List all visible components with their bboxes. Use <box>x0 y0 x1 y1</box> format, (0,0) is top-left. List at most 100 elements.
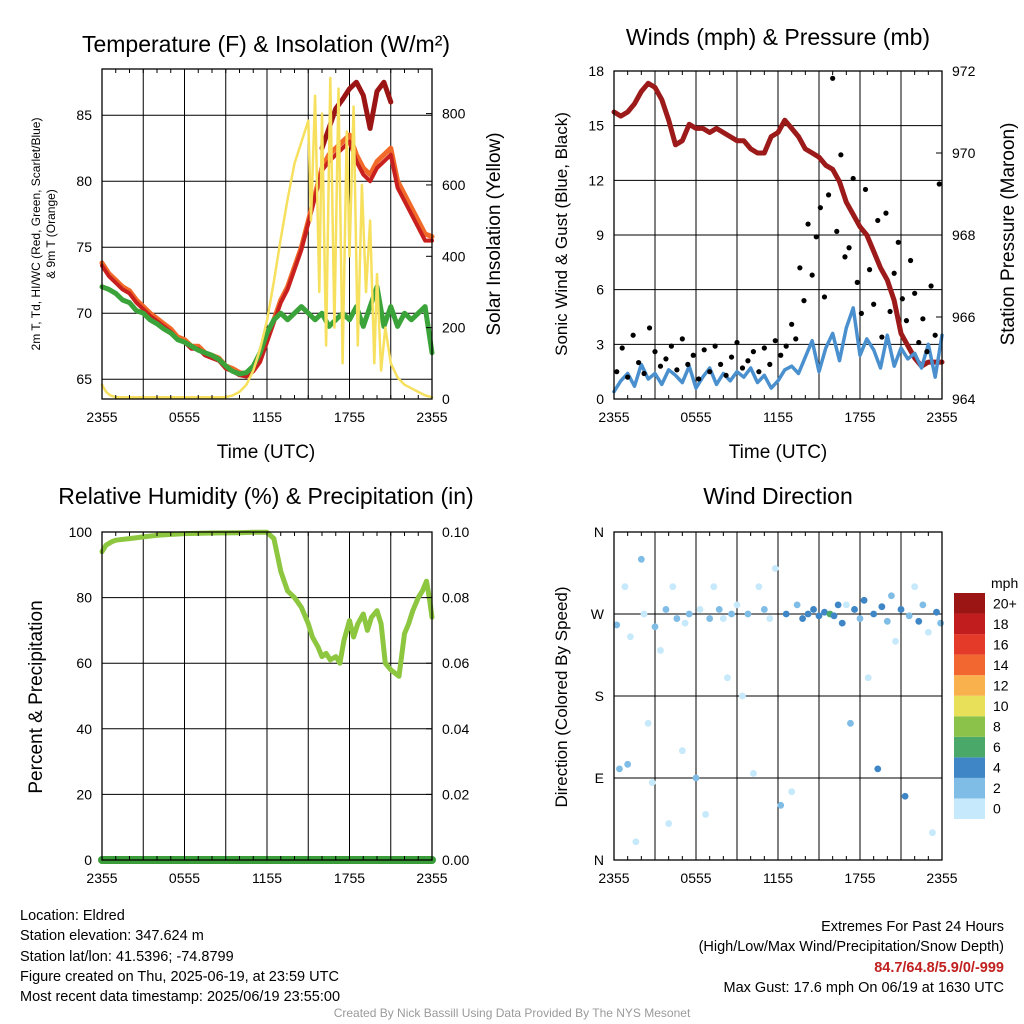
legend-swatch <box>954 777 985 799</box>
direction-point <box>915 617 923 625</box>
winds-y2-tick-label: 968 <box>952 227 976 243</box>
direction-point <box>842 601 850 609</box>
winds-gust-point <box>718 361 724 367</box>
extremes-info: Extremes For Past 24 Hours (High/Low/Max… <box>699 917 1004 998</box>
max-gust: Max Gust: 17.6 mph On 06/19 at 1630 UTC <box>723 979 1004 996</box>
temperature-series-heatindex <box>319 79 394 151</box>
humidity-y-tick-label: 60 <box>76 655 92 671</box>
legend-label: 12 <box>993 677 1009 693</box>
direction-point <box>678 747 686 755</box>
direction-point <box>838 619 846 627</box>
direction-point <box>632 838 640 846</box>
humidity-y2-tick-label: 0.06 <box>442 655 469 671</box>
winds-gust-point <box>679 336 685 342</box>
humidity-y-tick-label: 80 <box>76 590 92 606</box>
winds-gust-point <box>674 367 680 373</box>
legend-label: 6 <box>993 739 1001 755</box>
direction-point <box>662 606 670 613</box>
legend-label: 18 <box>993 616 1009 632</box>
winds-gust-point <box>821 294 828 300</box>
direction-point <box>905 612 913 620</box>
winds-gust-point <box>636 359 642 366</box>
extremes-subtitle: (High/Low/Max Wind/Precipitation/Snow De… <box>698 939 1004 956</box>
winds-gust-point <box>846 245 852 251</box>
station-latlon: Station lat/lon: 41.5396; -74.8799 <box>20 948 234 965</box>
temperature-x-tick-label: 2355 <box>416 409 447 425</box>
temperature-x-tick-label: 2355 <box>86 409 117 425</box>
legend-swatch <box>954 634 985 655</box>
legend-label: 20+ <box>993 595 1017 611</box>
temperature-y2-tick-label: 800 <box>442 106 466 122</box>
humidity-y2-tick-label: 0.02 <box>442 786 469 802</box>
winds-x-tick-label: 2355 <box>926 409 957 425</box>
direction-y-tick-label: N <box>594 524 604 540</box>
winds-gust-point <box>895 239 901 245</box>
station-info: Location: Eldred Station elevation: 347.… <box>20 906 340 1007</box>
winds-gust-point <box>793 336 799 342</box>
temperature-y-tick-label: 70 <box>76 305 92 321</box>
winds-gust-point <box>783 343 789 349</box>
direction-point <box>788 788 796 796</box>
direction-x-tick-label: 2355 <box>926 870 957 886</box>
direction-point <box>810 606 817 613</box>
winds-ylabel: Sonic Wind & Gust (Blue, Black) <box>552 112 571 356</box>
legend-label: 8 <box>993 719 1001 735</box>
winds-gust-point <box>797 265 803 271</box>
direction-point <box>804 610 812 618</box>
direction-title: Wind Direction <box>703 483 853 509</box>
legend-label: 10 <box>993 698 1009 714</box>
legend-label: 4 <box>993 760 1001 776</box>
direction-ylabel: Direction (Colored By Speed) <box>552 586 571 807</box>
winds-x-tick-label: 1755 <box>844 409 875 425</box>
winds-gust-point <box>630 332 636 338</box>
humidity-y2-tick-label: 0.10 <box>442 524 469 540</box>
winds-gust-point <box>778 352 784 358</box>
winds-gust-point <box>750 349 757 355</box>
winds-x-tick-label: 0555 <box>680 409 711 425</box>
temperature-title: Temperature (F) & Insolation (W/m²) <box>82 31 450 57</box>
direction-y-tick-label: E <box>595 770 604 786</box>
humidity-y-tick-label: 20 <box>76 786 92 802</box>
direction-point <box>616 765 623 773</box>
winds-gust-point <box>875 217 881 224</box>
direction-y-tick-label: S <box>595 688 604 704</box>
direction-legend-unit: mph <box>991 575 1018 591</box>
direction-point <box>669 583 677 591</box>
winds-gust-point <box>690 352 696 358</box>
temperature-y2-tick-label: 600 <box>442 177 466 193</box>
winds-gust-point <box>907 257 914 264</box>
direction-point <box>924 628 932 636</box>
direction-y-tick-label: N <box>594 852 604 868</box>
most-recent-timestamp: Most recent data timestamp: 2025/06/19 2… <box>20 989 341 1006</box>
direction-point <box>870 610 878 618</box>
direction-point <box>847 719 854 727</box>
winds-gust-point <box>723 372 729 378</box>
humidity-grid <box>102 531 432 861</box>
winds-gust-point <box>767 361 773 367</box>
direction-x-tick-label: 1755 <box>844 870 875 886</box>
winds-y-tick-label: 6 <box>596 282 604 298</box>
direction-point <box>874 765 882 773</box>
winds-gust-point <box>657 363 664 369</box>
winds-gust-point <box>834 228 840 234</box>
humidity-y2-tick-label: 0.00 <box>442 852 469 868</box>
direction-point <box>878 603 886 611</box>
winds-gust-point <box>707 369 713 375</box>
direction-x-tick-label: 2355 <box>598 870 629 886</box>
legend-swatch <box>954 798 985 819</box>
winds-gust-point <box>887 308 893 315</box>
humidity-y-tick-label: 40 <box>76 721 92 737</box>
direction-point <box>692 774 700 782</box>
winds-gust-point <box>734 339 740 346</box>
temperature-x-tick-label: 1155 <box>252 409 282 425</box>
winds-gust-point <box>932 332 938 338</box>
winds-gust-point <box>825 192 832 198</box>
legend-swatch <box>954 613 985 635</box>
temperature-y2-tick-label: 0 <box>442 391 450 407</box>
direction-point <box>851 606 858 613</box>
winds-panel: 2355 0555 1155 1755 2355 0 3 6 9 12 15 18 964 966 968 9… <box>588 63 975 425</box>
winds-y-tick-label: 9 <box>596 227 604 243</box>
temperature-panel: 2355 0555 1155 1755 2355 65 70 75 80 85 0 200 400 600… <box>76 68 466 425</box>
legend-label: 2 <box>993 780 1001 796</box>
